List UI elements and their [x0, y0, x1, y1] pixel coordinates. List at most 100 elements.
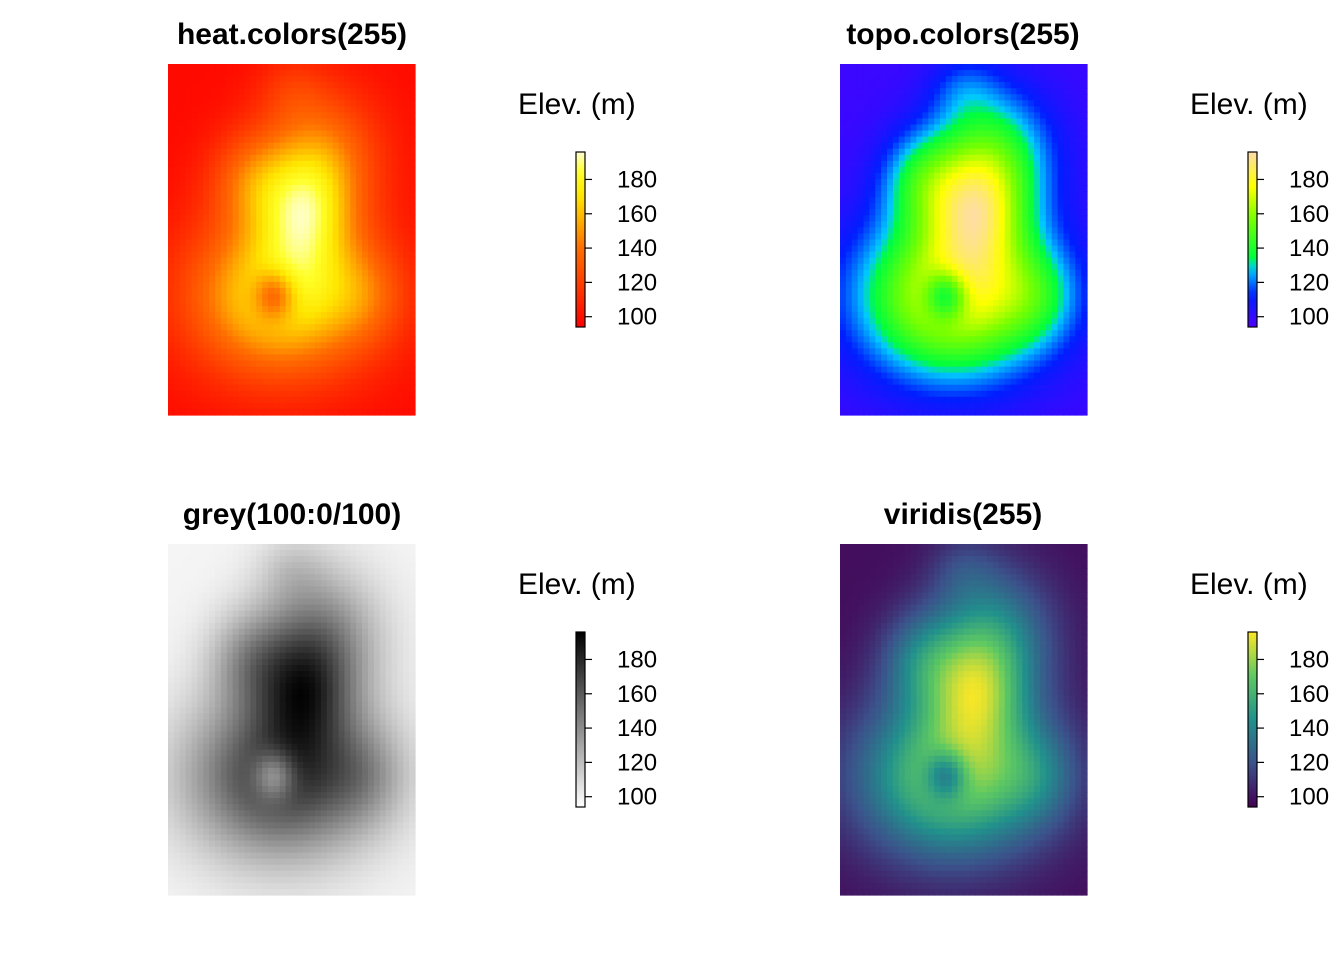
- raster-cell: [1010, 245, 1018, 253]
- raster-cell: [922, 348, 929, 356]
- raster-cell: [945, 160, 953, 168]
- raster-cell: [981, 112, 988, 120]
- raster-cell: [1004, 82, 1012, 89]
- raster-cell: [898, 366, 906, 374]
- raster-cell: [203, 233, 210, 241]
- raster-cell: [840, 64, 847, 71]
- raster-cell: [992, 408, 1000, 416]
- raster-cell: [238, 312, 246, 319]
- raster-cell: [904, 233, 912, 241]
- raster-cell: [1057, 166, 1065, 174]
- raster-cell: [1051, 209, 1059, 216]
- raster-cell: [379, 245, 387, 253]
- raster-cell: [1051, 281, 1059, 289]
- raster-cell: [344, 544, 351, 551]
- raster-cell: [928, 402, 935, 410]
- raster-cell: [250, 300, 257, 307]
- raster-cell: [898, 372, 906, 380]
- raster-cell: [863, 269, 870, 277]
- raster-cell: [197, 293, 204, 301]
- raster-cell: [220, 172, 228, 180]
- raster-cell: [185, 191, 193, 198]
- raster-cell: [391, 112, 398, 120]
- raster-cell: [179, 556, 187, 563]
- raster-cell: [1045, 227, 1053, 235]
- raster-cell: [244, 100, 251, 107]
- raster-cell: [987, 154, 994, 162]
- raster-cell: [892, 82, 900, 89]
- raster-cell: [232, 209, 240, 216]
- raster-cell: [250, 142, 257, 150]
- raster-cell: [403, 287, 410, 295]
- raster-cell: [957, 360, 965, 368]
- raster-cell: [928, 348, 935, 356]
- raster-cell: [215, 330, 222, 337]
- raster-cell: [226, 408, 234, 416]
- raster-cell: [256, 354, 263, 362]
- raster-cell: [291, 251, 298, 259]
- raster-cell: [256, 275, 263, 283]
- raster-cell: [173, 100, 181, 107]
- raster-cell: [1045, 124, 1053, 132]
- raster-cell: [1022, 408, 1029, 416]
- raster-cell: [1045, 396, 1053, 404]
- raster-cell: [179, 191, 187, 198]
- raster-cell: [379, 172, 387, 180]
- raster-cell: [332, 94, 340, 101]
- raster-cell: [998, 342, 1006, 350]
- raster-cell: [391, 203, 398, 210]
- raster-cell: [385, 178, 393, 186]
- raster-cell: [969, 342, 976, 350]
- raster-cell: [397, 112, 404, 120]
- raster-cell: [969, 130, 976, 138]
- raster-cell: [1004, 64, 1012, 71]
- raster-cell: [1016, 82, 1023, 89]
- raster-cell: [373, 203, 381, 210]
- raster-cell: [191, 324, 198, 331]
- raster-cell: [881, 281, 888, 289]
- raster-cell: [951, 251, 959, 259]
- raster-cell: [1028, 112, 1035, 120]
- raster-cell: [209, 306, 216, 313]
- raster-cell: [273, 191, 281, 198]
- raster-cell: [250, 136, 257, 144]
- raster-cell: [250, 245, 257, 253]
- raster-cell: [928, 130, 935, 138]
- raster-cell: [1016, 239, 1023, 247]
- raster-cell: [179, 354, 187, 362]
- raster-cell: [857, 227, 865, 235]
- raster-cell: [910, 221, 918, 228]
- raster-cell: [409, 94, 416, 101]
- raster-cell: [1034, 336, 1041, 343]
- raster-cell: [279, 112, 287, 120]
- raster-cell: [209, 312, 216, 319]
- raster-cell: [934, 185, 941, 192]
- raster-cell: [845, 130, 853, 138]
- raster-cell: [185, 118, 193, 126]
- raster-cell: [1022, 366, 1029, 374]
- raster-cell: [179, 209, 187, 216]
- raster-cell: [320, 172, 328, 180]
- raster-cell: [285, 191, 293, 198]
- raster-cell: [379, 142, 387, 150]
- raster-cell: [197, 227, 204, 235]
- raster-cell: [863, 76, 870, 83]
- raster-cell: [350, 136, 357, 144]
- raster-cell: [244, 142, 251, 150]
- raster-cell: [957, 293, 965, 301]
- raster-cell: [1004, 257, 1012, 265]
- raster-cell: [232, 544, 240, 551]
- raster-cell: [1034, 178, 1041, 186]
- raster-cell: [256, 172, 263, 180]
- raster-cell: [904, 82, 912, 89]
- raster-cell: [987, 287, 994, 295]
- raster-cell: [939, 233, 947, 241]
- raster-cell: [939, 293, 947, 301]
- raster-cell: [256, 197, 263, 204]
- raster-cell: [934, 342, 941, 350]
- raster-cell: [179, 215, 187, 222]
- raster-cell: [391, 275, 398, 283]
- raster-cell: [887, 166, 894, 174]
- raster-cell: [326, 185, 334, 192]
- raster-cell: [191, 318, 198, 325]
